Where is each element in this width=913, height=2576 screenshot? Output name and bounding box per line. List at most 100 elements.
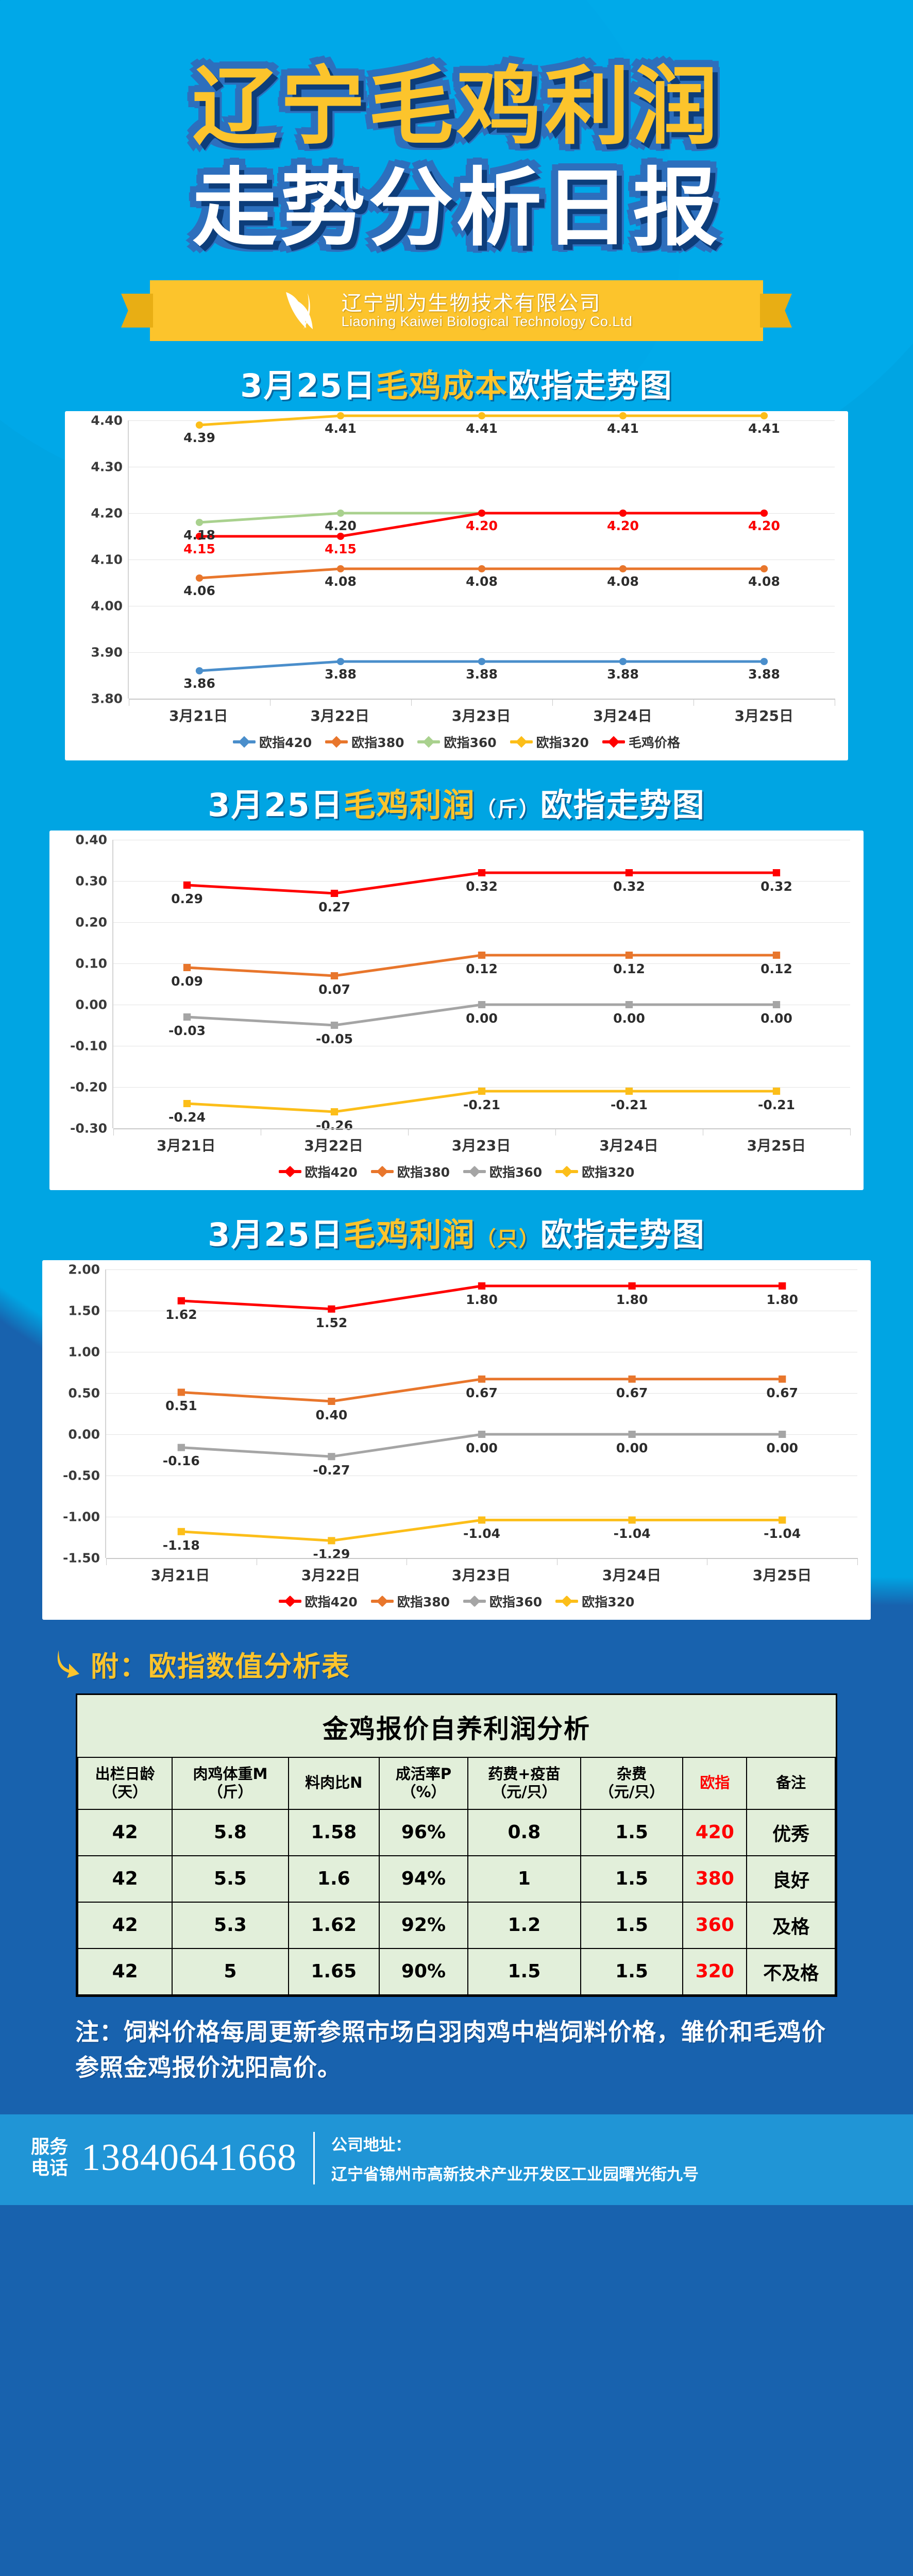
data-point-marker [330,1108,339,1115]
table-header-cell: 肉鸡体重M （斤） [172,1756,289,1810]
y-axis-tick-label: 4.30 [91,459,123,474]
chart-legend: 欧指420 欧指380 欧指360 欧指320 [63,1155,850,1185]
data-point-label: 0.67 [616,1385,648,1400]
data-point-marker [330,1021,339,1029]
data-point-label: -0.03 [168,1023,206,1038]
data-point-marker [625,869,633,876]
x-axis-label: 3月23日 [451,1566,511,1584]
data-point-marker [619,509,627,517]
legend-item[interactable]: 欧指420 [233,733,312,751]
data-point-marker [336,565,345,572]
poster-footer: 服务 电话 13840641668 公司地址： 辽宁省锦州市高新技术产业开发区工业… [0,2114,913,2205]
y-axis-tick-label: -0.10 [70,1038,107,1054]
x-axis-tick [552,698,553,706]
table-cell: 92% [378,1901,469,1949]
data-point-marker [330,889,339,897]
table-cell: 42 [77,1855,173,1903]
legend-swatch-icon [278,1599,301,1603]
table-cell: 良好 [746,1855,836,1903]
table-header-cell: 欧指 [682,1756,748,1810]
legend-item[interactable]: 毛鸡价格 [602,733,680,751]
legend-swatch-icon [370,1599,394,1603]
data-point-marker [478,1282,486,1290]
x-axis-label: 3月21日 [168,707,228,724]
legend-item[interactable]: 欧指420 [278,1592,358,1611]
plot-area: 3.80 3.90 4.00 4.10 4.20 4.30 4.40 3.86 3.88 3.88… [91,412,835,706]
plot-area: -1.50 -1.00 -0.50 0.00 0.50 1.00 1.50 2.00 1.62 1… [63,1262,858,1565]
table-header-cell: 药费+疫苗 （元/只） [467,1756,581,1810]
data-point-label: 4.41 [748,420,780,436]
data-point-marker [478,1430,486,1438]
table-cell: 42 [77,1947,173,1995]
table-cell: 1.5 [580,1855,684,1903]
legend-item[interactable]: 欧指360 [463,1592,542,1611]
x-axis-label: 3月24日 [602,1566,662,1584]
x-axis-line [113,1128,850,1129]
table-body: 42 5.8 1.58 96% 0.8 1.5 420 优秀 42 5.5 1.6 94% 1 1.5 38… [77,1808,836,1995]
data-point-label: -0.16 [162,1453,200,1469]
section-title-1: 3月25日毛鸡成本欧指走势图 [42,341,871,411]
y-axis-tick-label: 1.50 [68,1303,100,1318]
data-point-label: 3.88 [748,666,780,682]
data-point-marker [478,509,486,517]
chart-card-1: 3.80 3.90 4.00 4.10 4.20 4.30 4.40 3.86 3.88 3.88… [65,411,848,760]
data-point-label: 0.40 [315,1407,348,1422]
attachment-heading: 附：欧指数值分析表 [30,1643,883,1684]
legend-label: 欧指420 [305,1594,358,1609]
legend-label: 欧指320 [536,735,589,750]
data-point-marker [478,1516,486,1524]
x-axis-label: 3月22日 [310,707,369,724]
legend-swatch-icon [555,1170,579,1173]
y-axis-tick-label: 0.40 [75,832,107,848]
chart-legend: 欧指420 欧指380 欧指360 欧指320 [56,1585,857,1615]
x-axis-tick [857,1557,858,1565]
data-point-label: 0.12 [466,961,498,976]
data-point-label: -1.04 [463,1526,501,1541]
data-point-marker [779,1375,786,1383]
table-cell: 1 [467,1855,581,1903]
data-point-label: 4.20 [466,518,498,533]
data-point-label: 4.20 [325,518,357,533]
section-title-3: 3月25日毛鸡利润（只）欧指走势图 [42,1190,871,1260]
table-cell: 不及格 [746,1947,836,1995]
analysis-table-wrap: 金鸡报价自养利润分析 出栏日龄 （天） 肉鸡体重M （斤） 料肉比N 成活率P （%） 药费+… [76,1693,837,1997]
y-axis-tick-label: 3.90 [91,645,123,660]
legend-item[interactable]: 欧指420 [278,1162,358,1181]
data-point-marker [478,951,486,959]
legend-item[interactable]: 欧指320 [510,733,589,751]
data-point-marker [478,1375,486,1383]
attachment-label: 附：欧指数值分析表 [91,1650,350,1683]
data-point-label: 0.00 [766,1440,799,1455]
data-point-label: 0.29 [171,891,203,906]
legend-item[interactable]: 欧指320 [555,1592,634,1611]
table-cell: 1.5 [580,1808,684,1856]
legend-item[interactable]: 欧指380 [370,1162,450,1181]
data-point-marker [628,1516,636,1524]
legend-item[interactable]: 欧指320 [555,1162,634,1181]
legend-item[interactable]: 欧指360 [463,1162,542,1181]
data-point-label: 0.32 [466,878,498,894]
data-point-label: -1.29 [313,1547,350,1562]
table-title: 金鸡报价自养利润分析 [323,1714,590,1744]
x-axis-label: 3月25日 [752,1566,812,1584]
chart-legend: 欧指420 欧指380 欧指360 欧指320 毛鸡价格 [78,725,835,755]
legend-item[interactable]: 欧指380 [325,733,404,751]
service-phone-number[interactable]: 13840641668 [81,2137,297,2179]
data-point-label: 4.15 [183,541,215,556]
x-axis-labels: 3月21日 3月22日 3月23日 3月24日 3月25日 [128,699,835,725]
section-chart-1: 3月25日毛鸡成本欧指走势图 3.80 3.90 4.00 4.10 4.20 4.30 4… [42,341,871,760]
data-point-label: 0.00 [616,1440,648,1455]
x-axis-label: 3月25日 [747,1137,806,1154]
data-point-marker [619,657,627,665]
table-cell: 及格 [746,1901,836,1949]
table-cell: 94% [378,1855,469,1903]
legend-item[interactable]: 欧指380 [370,1592,450,1611]
data-point-label: 3.86 [183,675,215,691]
data-point-label: 4.20 [607,518,639,533]
y-axis-tick-label: 4.00 [91,598,123,614]
legend-item[interactable]: 欧指360 [417,733,497,751]
data-point-marker [478,1087,486,1095]
table-cell: 1.58 [288,1808,380,1856]
legend-swatch-icon [555,1599,579,1603]
